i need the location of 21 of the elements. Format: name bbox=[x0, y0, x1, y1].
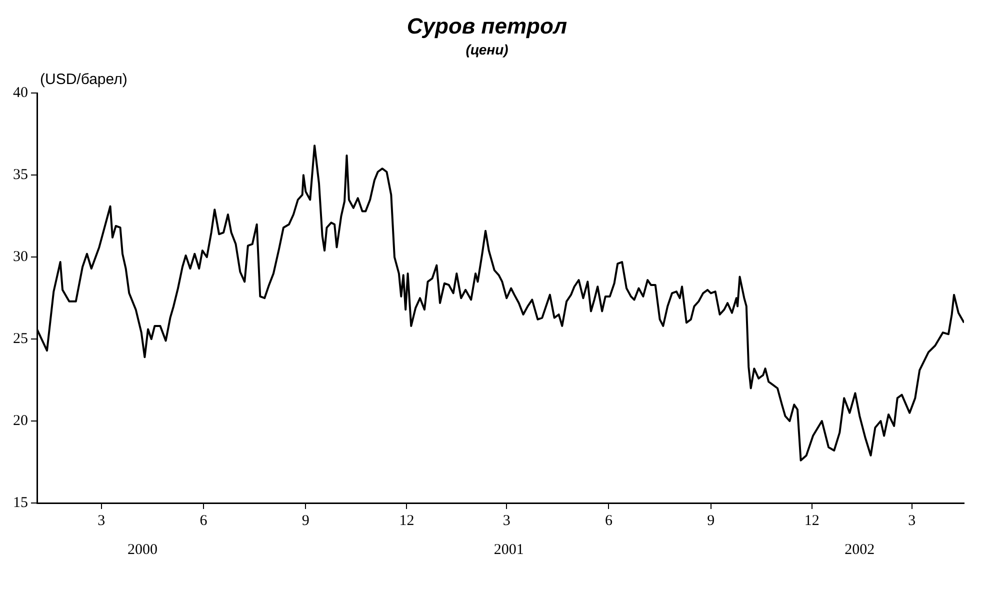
x2-tick-label: 2000 bbox=[127, 542, 158, 558]
x-tick-label: 3 bbox=[908, 512, 916, 529]
x-tick-label: 12 bbox=[399, 512, 414, 529]
chart-title: Суров петрол bbox=[406, 13, 568, 38]
y-tick-label: 20 bbox=[13, 412, 28, 429]
y-tick-label: 30 bbox=[13, 249, 28, 266]
y-tick-label: 25 bbox=[13, 331, 28, 348]
chart-subtitle: (цени) bbox=[466, 42, 509, 58]
x-tick-label: 6 bbox=[604, 512, 613, 529]
y-tick-label: 40 bbox=[13, 85, 28, 102]
x2-tick-label: 2001 bbox=[494, 542, 524, 558]
x-tick-label: 9 bbox=[707, 512, 715, 529]
y-axis-title: (USD/барел) bbox=[40, 70, 128, 88]
x-tick-label: 3 bbox=[502, 512, 510, 529]
x-tick-label: 3 bbox=[98, 512, 106, 529]
x-tick-label: 12 bbox=[804, 512, 820, 529]
x-tick-label: 6 bbox=[200, 512, 208, 529]
x2-tick-label: 2002 bbox=[844, 542, 875, 558]
x-tick-label: 9 bbox=[302, 512, 310, 529]
y-tick-label: 35 bbox=[13, 167, 28, 184]
y-tick-label: 15 bbox=[13, 494, 28, 511]
